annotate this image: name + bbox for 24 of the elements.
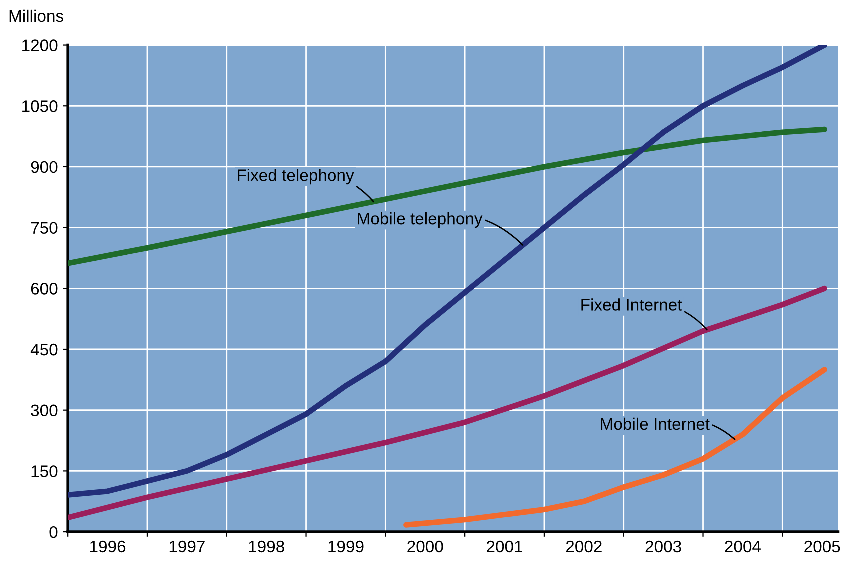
x-tick-label: 1998 [249,540,284,553]
annotation: Fixed Internet [582,298,682,311]
x-tick-label: 2003 [646,540,682,553]
annotation: Fixed telephony [238,169,354,185]
x-tick-label: 2000 [408,540,444,553]
y-tick-label: 450 [30,344,58,356]
x-tick-label: 1996 [90,540,126,553]
y-tick-label: 300 [31,404,58,417]
x-tick-label: 2001 [487,540,522,553]
y-axis-title: Millions [10,10,64,22]
y-tick-label: 150 [32,466,58,478]
x-tick-label: 2002 [566,540,602,553]
y-tick-label: 900 [31,161,58,174]
x-tick-label: 1999 [328,540,364,553]
annotation: Mobile Internet [601,418,710,430]
x-tick-label: 2005 [804,540,840,553]
x-tick-label: 1997 [170,540,205,553]
y-tick-label: 750 [31,222,58,234]
annotation: Mobile telephony [358,212,483,228]
y-tick-label: 1200 [22,40,58,52]
y-tick-label: 0 [50,526,58,538]
y-tick-label: 1050 [22,100,58,112]
x-tick-label: 2004 [725,540,762,553]
y-tick-label: 600 [31,283,58,295]
